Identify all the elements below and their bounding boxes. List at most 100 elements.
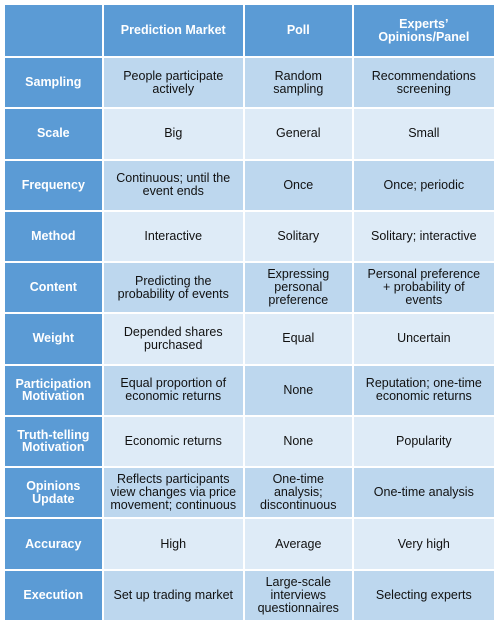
cell-poll: Random sampling [244,58,352,108]
cell-experts: Popularity [353,416,494,467]
cell-line: economic returns [375,389,472,404]
table-row: Participation Motivation Equal proportio… [5,365,494,415]
table-row: Execution Set up trading market Large-sc… [5,570,494,620]
cell-line: Uncertain [397,331,451,346]
comparison-table: Prediction Market Poll Experts’ Opinions… [3,3,496,622]
cell-prediction-market: Big [103,109,243,159]
cell-experts: Recommendations screening [353,58,494,108]
cell-line: Predicting the [135,273,212,288]
cell-line: Random [274,68,322,83]
cell-line: preference [268,293,329,308]
cell-line: Selecting experts [375,587,472,602]
row-label-text: Update [32,491,75,506]
row-label-text: Scale [36,126,70,141]
cell-line: events [405,293,443,308]
cell-line: view changes via price [110,485,237,500]
cell-line: Small [408,126,440,141]
header-experts-line1: Experts’ [399,16,449,31]
row-label-text: Opinions [26,478,81,493]
row-label-text: Content [29,280,77,295]
cell-experts: Small [353,109,494,159]
cell-line: + probability of [383,280,465,295]
cell-line: Depended shares [123,324,223,339]
cell-poll: Expressing personal preference [244,263,352,313]
cell-line: Solitary; interactive [371,228,477,243]
cell-line: Expressing [267,267,330,282]
cell-line: Interactive [144,228,203,243]
cell-poll: Solitary [244,211,352,262]
cell-line: event ends [142,184,204,199]
row-label-text: Truth-telling [17,428,90,443]
cell-line: One-time [272,472,324,487]
row-label-text: Method [31,228,76,243]
cell-line: People participate [123,68,224,83]
cell-line: One-time analysis [373,485,474,500]
cell-line: None [283,433,314,448]
cell-line: Equal proportion of [120,376,227,391]
cell-line: movement; continuous [110,498,237,513]
cell-prediction-market: Set up trading market [103,570,243,620]
row-label-sampling: Sampling [5,58,102,108]
cell-line: Reputation; one-time [365,376,482,391]
cell-line: Large-scale [265,574,331,589]
table-row: Truth-telling Motivation Economic return… [5,416,494,467]
cell-line: interviews [270,587,327,602]
table-row: Method Interactive Solitary Solitary; in… [5,211,494,262]
row-label-text: Motivation [22,389,85,404]
cell-line: Once; periodic [383,177,465,192]
cell-prediction-market: Economic returns [103,416,243,467]
cell-prediction-market: Equal proportion of economic returns [103,365,243,415]
header-corner-cell [5,5,102,56]
cell-line: screening [396,81,451,96]
cell-line: analysis; [273,485,323,500]
row-label-participation-motivation: Participation Motivation [5,365,102,415]
row-label-text: Motivation [22,440,85,455]
header-row: Prediction Market Poll Experts’ Opinions… [5,5,494,56]
table-row: Accuracy High Average Very high [5,519,494,569]
table-row: Weight Depended shares purchased Equal U… [5,314,494,364]
cell-poll: Average [244,519,352,569]
cell-prediction-market: Interactive [103,211,243,262]
cell-line: Popularity [396,433,452,448]
cell-line: Big [164,126,183,141]
cell-prediction-market: People participate actively [103,58,243,108]
cell-prediction-market: High [103,519,243,569]
cell-line: Average [275,536,322,551]
row-label-method: Method [5,211,102,262]
cell-experts: Very high [353,519,494,569]
cell-experts: One-time analysis [353,468,494,518]
table-row: Content Predicting the probability of ev… [5,263,494,313]
cell-poll: None [244,365,352,415]
cell-line: High [160,536,187,551]
cell-line: Economic returns [124,433,222,448]
cell-line: None [283,382,314,397]
row-label-frequency: Frequency [5,160,102,210]
row-label-execution: Execution [5,570,102,620]
cell-poll: Large-scale interviews questionnaires [244,570,352,620]
cell-line: Equal [282,331,315,346]
table-row: Frequency Continuous; until the event en… [5,160,494,210]
cell-line: Very high [397,536,450,551]
cell-experts: Once; periodic [353,160,494,210]
cell-experts: Personal preference + probability of eve… [353,263,494,313]
table-row: Sampling People participate actively Ran… [5,58,494,108]
row-label-text: Accuracy [25,536,82,551]
cell-line: actively [152,81,195,96]
cell-prediction-market: Reflects participants view changes via p… [103,468,243,518]
row-label-scale: Scale [5,109,102,159]
cell-line: questionnaires [257,600,339,615]
cell-line: probability of events [117,286,229,301]
row-label-text: Execution [23,587,84,602]
cell-experts: Solitary; interactive [353,211,494,262]
cell-line: Recommendations [371,68,476,83]
row-label-truth-telling-motivation: Truth-telling Motivation [5,416,102,467]
cell-line: General [276,126,321,141]
cell-poll: One-time analysis; discontinuous [244,468,352,518]
header-experts-line2: Opinions/Panel [378,29,470,44]
row-label-content: Content [5,263,102,313]
cell-line: sampling [273,81,324,96]
row-label-text: Participation [15,377,92,392]
cell-line: Once [283,177,314,192]
cell-line: Set up trading market [113,587,233,602]
row-label-text: Weight [32,331,75,346]
